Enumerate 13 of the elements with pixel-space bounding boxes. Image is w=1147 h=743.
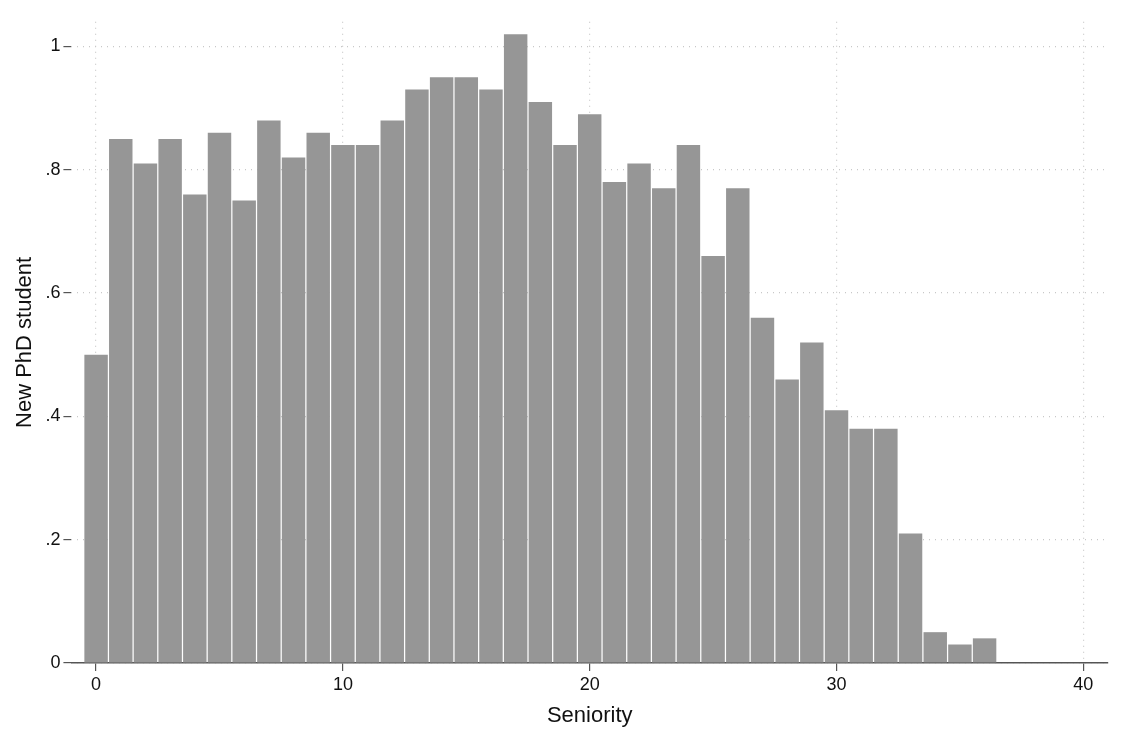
- y-tick-label: 0: [50, 651, 61, 672]
- y-tick-label: .2: [45, 528, 61, 549]
- y-tick-label: .4: [45, 405, 61, 426]
- y-tick-label: .6: [45, 282, 61, 303]
- y-tick-label: 1: [50, 35, 61, 56]
- x-tick-label: 20: [579, 673, 600, 694]
- x-axis-title: Seniority: [546, 701, 633, 727]
- x-tick-label: 40: [1073, 673, 1094, 694]
- x-tick-label: 10: [332, 673, 353, 694]
- x-tick-label: 30: [826, 673, 847, 694]
- y-axis-title: New PhD student: [11, 256, 37, 428]
- y-tick-label: .8: [45, 158, 61, 179]
- x-tick-label: 0: [91, 673, 102, 694]
